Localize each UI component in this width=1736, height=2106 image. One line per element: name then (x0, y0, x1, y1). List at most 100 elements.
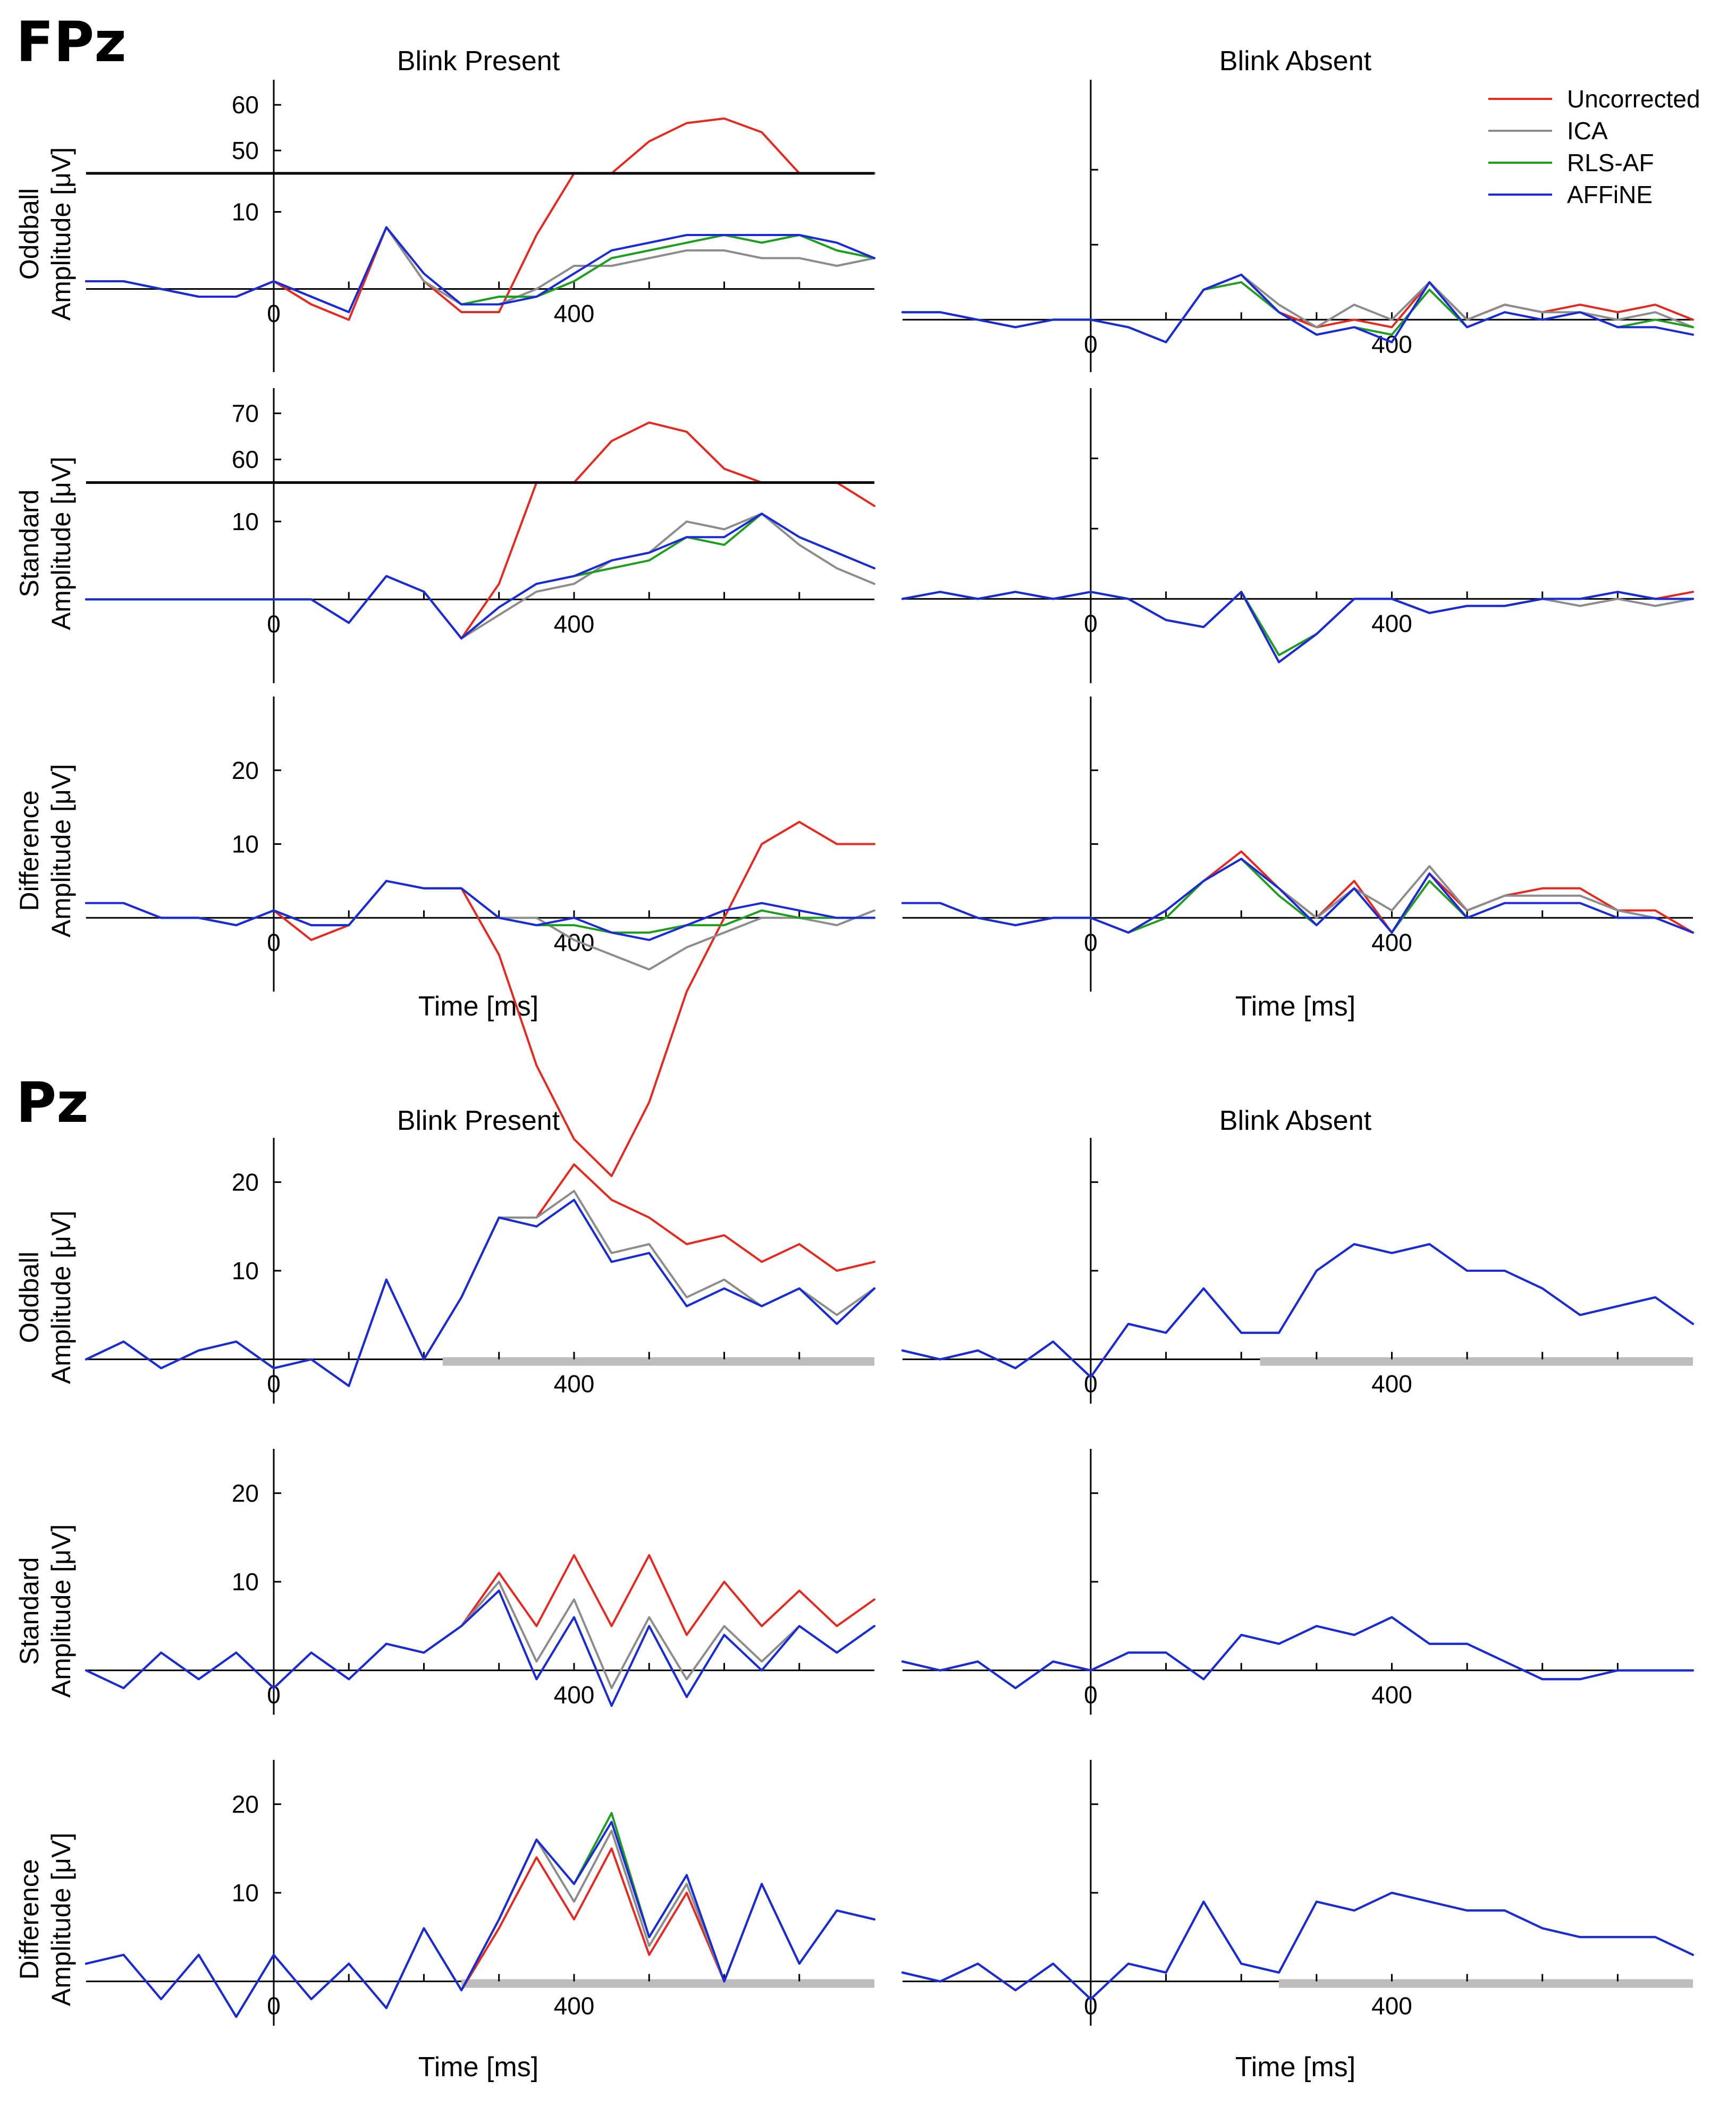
series-ica-pz-standard-absent (901, 1616, 1694, 1689)
row-labels: Oddball Amplitude [μV] Standard Amplitud… (14, 147, 76, 2006)
column-title-pz-blink-present: Blink Present (397, 1105, 560, 1136)
y-tick-label-20-fpz-difference-present: 20 (232, 757, 259, 784)
column-title-pz-blink-absent: Blink Absent (1219, 1105, 1372, 1136)
series-affine-pz-oddball-present (85, 1198, 875, 1387)
series-uncorrected-pz-standard-present (85, 1554, 875, 1689)
xlabel-fpz-present: Time [ms] (418, 991, 538, 1022)
series-uncorrected-fpz-oddball-absent (901, 273, 1694, 343)
row-label-fpz-oddball: Oddball (14, 188, 44, 280)
series-uncorrected-pz-difference-present (85, 1847, 875, 2018)
series-uncorrected-fpz-difference-absent (901, 850, 1694, 934)
legend-label-ica: ICA (1567, 117, 1608, 145)
x-tick-label-400-fpz-oddball-present: 400 (554, 300, 595, 328)
series-affine-fpz-oddball-absent (901, 273, 1694, 343)
series-ica-fpz-standard-present (85, 513, 875, 640)
legend-label-uncorrected: Uncorrected (1567, 85, 1700, 113)
x-tick-label-400-pz-difference-present: 400 (554, 1992, 595, 2020)
ylabel-pz-oddball: Amplitude [μV] (46, 1211, 76, 1384)
series-uncorrected-fpz-standard-absent (901, 591, 1694, 664)
y-tick-label-20-pz-oddball-present: 20 (232, 1168, 259, 1196)
series-uncorrected-pz-standard-absent (901, 1616, 1694, 1689)
legend-label-affine: AFFiNE (1567, 181, 1653, 208)
x-tick-label-0-pz-standard-absent: 0 (1084, 1681, 1098, 1709)
legend: Uncorrected ICA RLS-AF AFFiNE (1488, 85, 1700, 208)
y-tick-label-50-fpz-oddball-present: 50 (232, 137, 259, 164)
ylabel-pz-difference: Amplitude [μV] (46, 1833, 76, 2006)
panel-fpz-standard-present: 0 400 10 60 70 (85, 388, 875, 683)
series-rls-af-fpz-standard-present (85, 513, 875, 640)
panel-fpz-standard-absent: 0 400 (901, 388, 1694, 683)
series-affine-fpz-difference-present (85, 879, 875, 941)
y-tick-label-10-fpz-standard-present: 10 (232, 508, 259, 535)
y-tick-label-10-pz-standard-present: 10 (232, 1568, 259, 1596)
x-tick-label-0-fpz-difference-present: 0 (267, 928, 281, 956)
series-ica-fpz-difference-absent (901, 858, 1694, 934)
x-tick-label-0-fpz-standard-absent: 0 (1084, 609, 1098, 637)
series-rls-af-fpz-standard-absent (901, 591, 1694, 657)
series-affine-fpz-standard-present (85, 513, 875, 640)
x-tick-label-400-pz-oddball-absent: 400 (1371, 1370, 1412, 1398)
series-affine-pz-difference-absent (901, 1892, 1694, 2000)
section-title-pz: Pz (16, 1070, 89, 1135)
row-label-pz-standard: Standard (14, 1557, 44, 1665)
y-tick-label-60-fpz-standard-present: 60 (232, 446, 259, 473)
y-tick-label-70-fpz-standard-present: 70 (232, 399, 259, 427)
x-tick-label-0-pz-difference-present: 0 (267, 1992, 281, 2020)
xlabel-pz-absent: Time [ms] (1235, 2052, 1355, 2083)
series-affine-fpz-oddball-present (85, 226, 875, 313)
x-tick-label-0-fpz-difference-absent: 0 (1084, 928, 1098, 956)
x-tick-label-400-pz-difference-absent: 400 (1371, 1992, 1412, 2020)
row-label-fpz-difference: Difference (14, 791, 44, 911)
x-tick-label-400-fpz-standard-present: 400 (554, 610, 595, 637)
x-tick-label-400-fpz-standard-absent: 400 (1371, 609, 1412, 637)
x-tick-label-400-pz-oddball-present: 400 (554, 1370, 595, 1398)
panel-fpz-oddball-absent: 0 400 (901, 80, 1694, 372)
series-ica-fpz-oddball-present (85, 226, 875, 313)
analysis-window-pz-oddball-absent (1260, 1357, 1693, 1366)
row-label-pz-oddball: Oddball (14, 1252, 44, 1343)
panel-fpz-oddball-present: 0 400 10 50 60 (85, 80, 875, 372)
y-tick-label-20-pz-difference-present: 20 (232, 1790, 259, 1818)
panel-pz-difference-absent: 0 400 (901, 1760, 1694, 2026)
x-tick-label-0-fpz-oddball-present: 0 (267, 300, 281, 328)
column-title-fpz-blink-absent: Blink Absent (1219, 46, 1372, 77)
series-rls-af-pz-standard-absent (901, 1616, 1694, 1689)
y-tick-label-10-pz-difference-present: 10 (232, 1879, 259, 1907)
series-affine-pz-oddball-absent (901, 1243, 1694, 1378)
y-tick-label-10-fpz-oddball-present: 10 (232, 198, 259, 226)
x-axis-labels: Time [ms] Time [ms] Time [ms] Time [ms] (418, 991, 1355, 2083)
series-ica-fpz-difference-present (85, 879, 875, 971)
series-affine-fpz-difference-absent (901, 858, 1694, 934)
series-ica-pz-difference-present (85, 1830, 875, 2018)
y-tick-label-10-pz-oddball-present: 10 (232, 1257, 259, 1285)
panel-pz-difference-present: 0 400 10 20 (85, 1760, 875, 2026)
series-rls-af-fpz-oddball-present (85, 226, 875, 313)
series-rls-af-fpz-difference-present (85, 879, 875, 934)
x-tick-label-0-fpz-oddball-absent: 0 (1084, 330, 1098, 358)
x-tick-label-0-pz-difference-absent: 0 (1084, 1992, 1098, 2020)
row-label-fpz-standard: Standard (14, 490, 44, 598)
series-affine-fpz-standard-absent (901, 591, 1694, 664)
panel-pz-oddball-absent: 0 400 (901, 1138, 1694, 1404)
row-label-pz-difference: Difference (14, 1859, 44, 1980)
x-tick-label-0-fpz-standard-present: 0 (267, 610, 281, 637)
x-tick-label-0-pz-oddball-present: 0 (267, 1370, 281, 1398)
figure-titles: FPz Blink Present Blink Absent Pz Blink … (16, 10, 1372, 1136)
x-tick-label-0-pz-standard-present: 0 (267, 1681, 281, 1709)
analysis-window-pz-difference-present (461, 1979, 874, 1988)
y-tick-label-60-fpz-oddball-present: 60 (232, 91, 259, 119)
ylabel-fpz-standard: Amplitude [μV] (46, 457, 76, 630)
x-tick-label-0-pz-oddball-absent: 0 (1084, 1370, 1098, 1398)
analysis-window-pz-difference-absent (1279, 1979, 1693, 1988)
xlabel-fpz-absent: Time [ms] (1235, 991, 1355, 1022)
panel-fpz-difference-absent: 0 400 (901, 697, 1694, 992)
panel-pz-standard-present: 0 400 10 20 (85, 1449, 875, 1715)
series-affine-pz-standard-present (85, 1589, 875, 1707)
column-title-fpz-blink-present: Blink Present (397, 46, 560, 77)
ylabel-pz-standard: Amplitude [μV] (46, 1524, 76, 1698)
series-uncorrected-pz-oddball-present (85, 1163, 875, 1387)
ylabel-fpz-oddball: Amplitude [μV] (46, 147, 76, 321)
series-ica-fpz-oddball-absent (901, 273, 1694, 343)
